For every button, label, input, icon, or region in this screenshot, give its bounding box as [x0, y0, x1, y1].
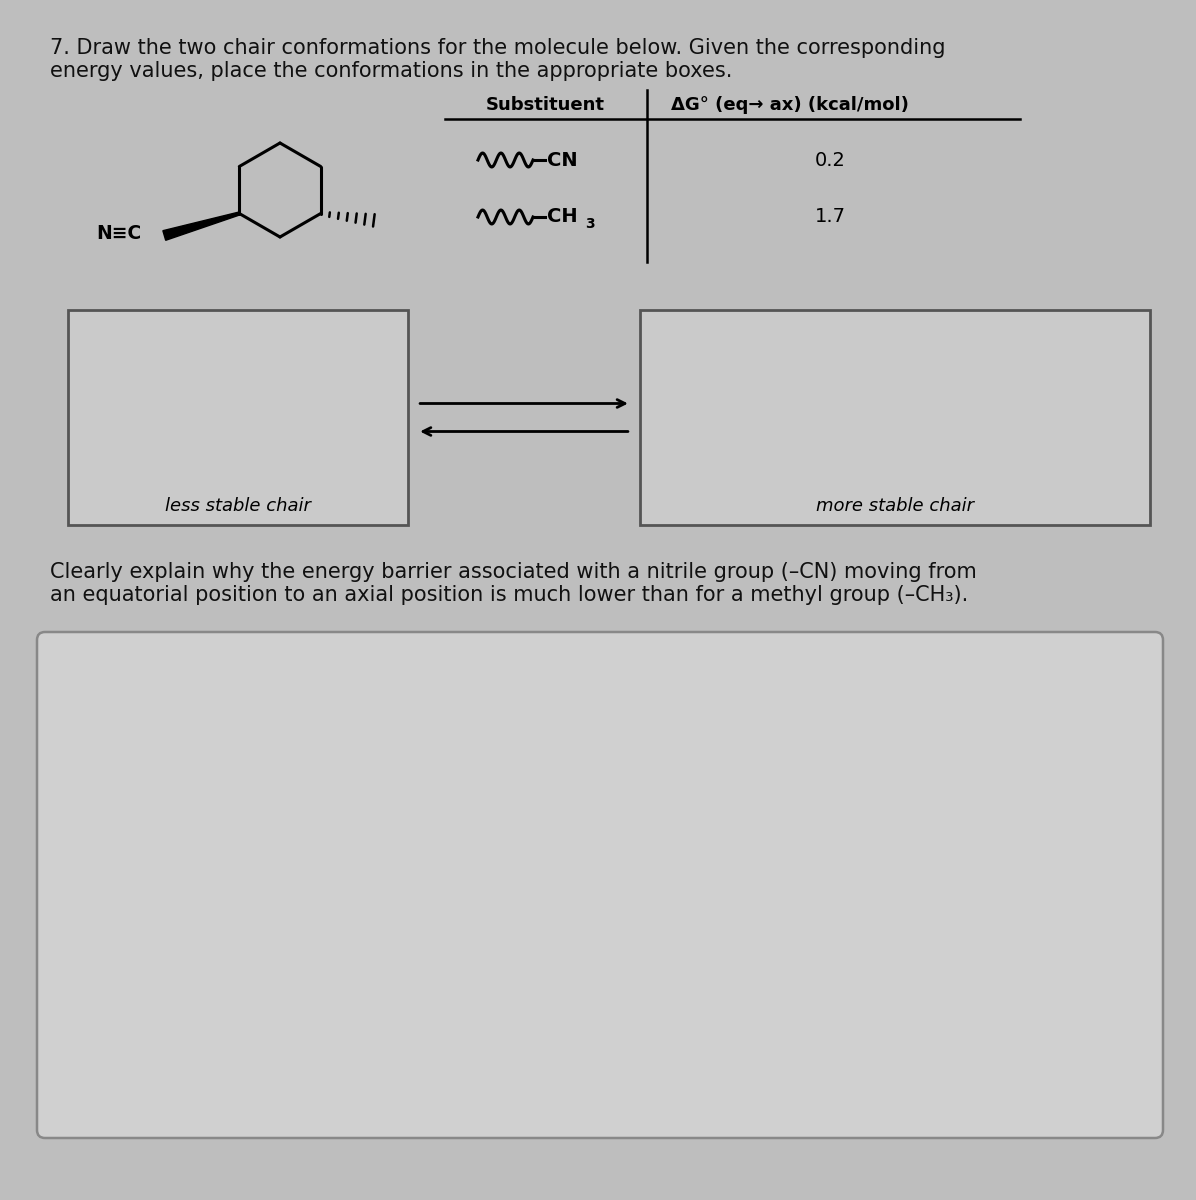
Text: CN: CN — [547, 150, 578, 169]
Text: less stable chair: less stable chair — [165, 497, 311, 515]
Text: Substituent: Substituent — [486, 96, 604, 114]
Text: 1.7: 1.7 — [814, 208, 846, 227]
FancyBboxPatch shape — [68, 310, 408, 526]
Text: more stable chair: more stable chair — [816, 497, 974, 515]
Text: 0.2: 0.2 — [814, 150, 846, 169]
Text: Clearly explain why the energy barrier associated with a nitrile group (–CN) mov: Clearly explain why the energy barrier a… — [50, 562, 977, 605]
FancyBboxPatch shape — [37, 632, 1163, 1138]
Polygon shape — [163, 212, 239, 240]
Text: N≡C: N≡C — [97, 224, 141, 242]
Text: 7. Draw the two chair conformations for the molecule below. Given the correspond: 7. Draw the two chair conformations for … — [50, 38, 946, 82]
Text: 3: 3 — [585, 217, 594, 230]
Text: CH: CH — [547, 208, 578, 227]
FancyBboxPatch shape — [640, 310, 1151, 526]
Text: ΔG° (eq→ ax) (kcal/mol): ΔG° (eq→ ax) (kcal/mol) — [671, 96, 909, 114]
